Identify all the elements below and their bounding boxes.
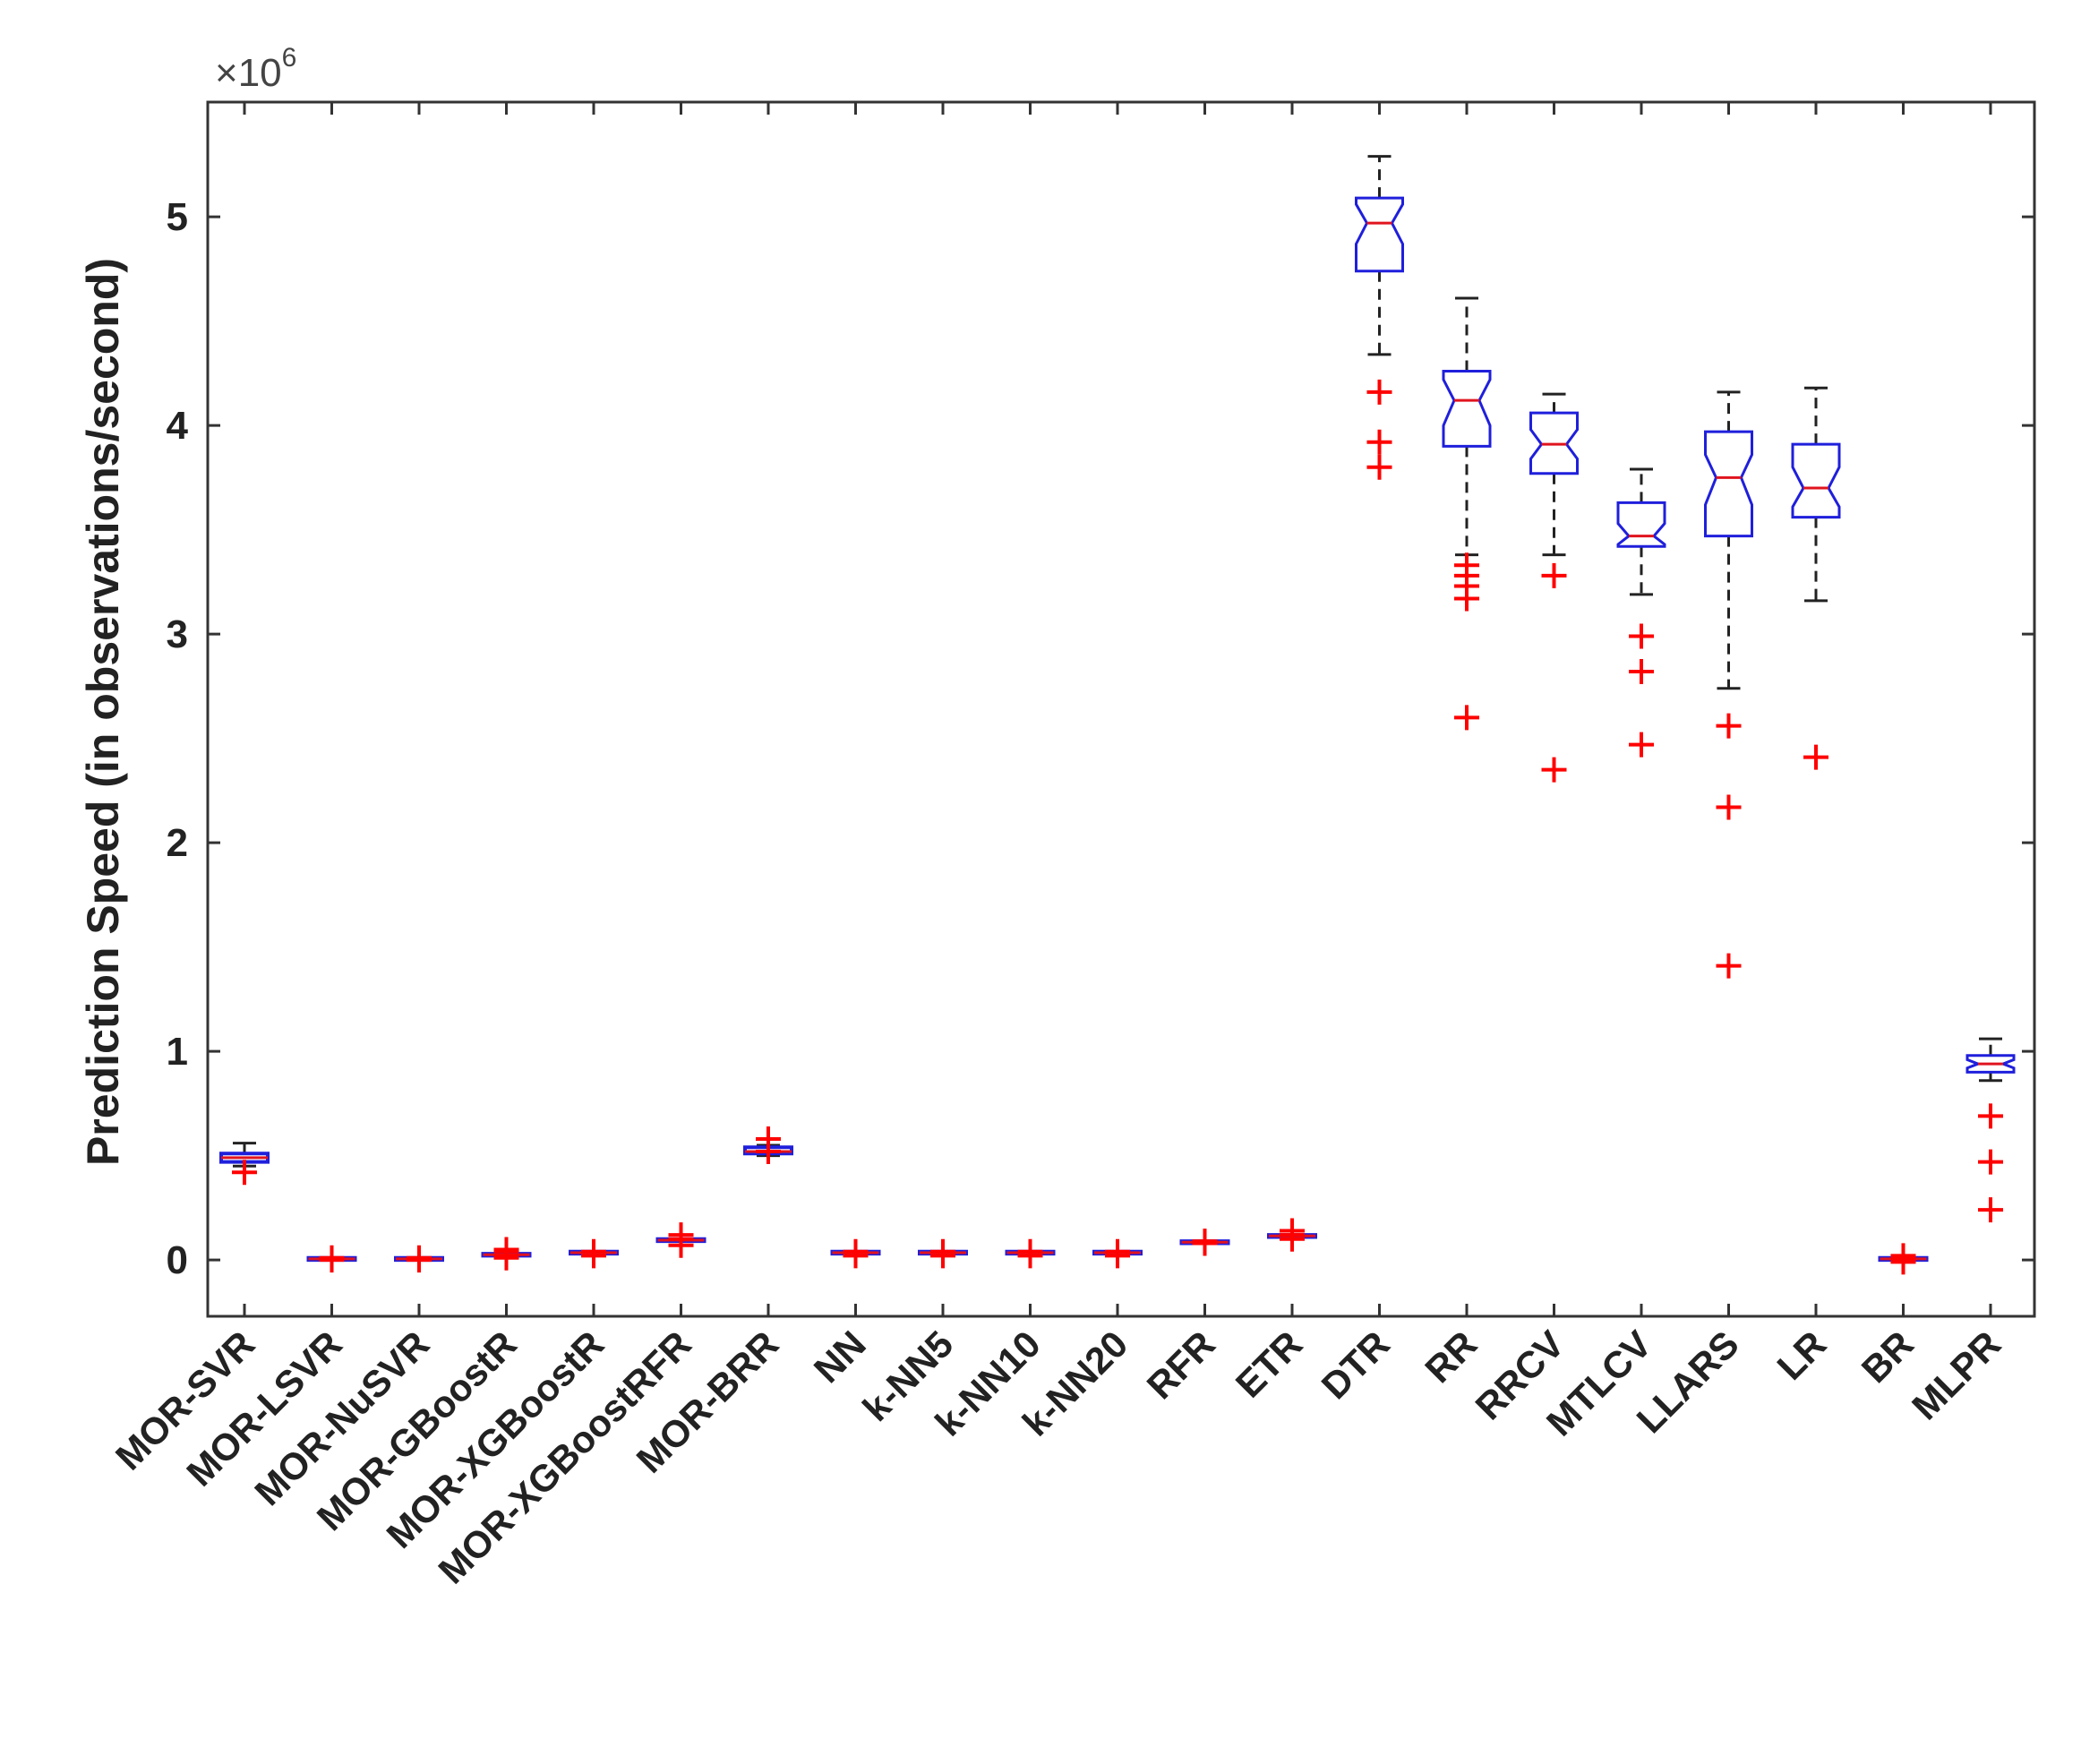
outlier-point	[668, 1222, 694, 1248]
outlier-point	[1541, 757, 1567, 783]
box-group-mtlcv	[1616, 467, 1666, 758]
outlier-point	[1454, 705, 1479, 731]
box-group-k-nn5	[918, 1238, 968, 1269]
outlier-point	[1629, 623, 1654, 649]
box-group-mor-xgboostrfr	[655, 1222, 707, 1258]
outlier-point	[756, 1126, 781, 1152]
outlier-point	[1366, 429, 1392, 455]
outlier-point	[1716, 713, 1742, 739]
box	[219, 1152, 270, 1164]
outlier-point	[1890, 1243, 1916, 1269]
outlier-point	[843, 1238, 869, 1264]
box-group-rr	[1442, 296, 1492, 731]
outlier-point	[407, 1245, 432, 1271]
box-group-mor-lsvr	[306, 1245, 357, 1273]
outlier-point	[1978, 1149, 2003, 1175]
box-group-rrcv	[1529, 392, 1579, 783]
box-group-mor-xgboostr	[569, 1238, 619, 1269]
box	[1965, 1054, 2016, 1074]
outlier-point	[581, 1238, 606, 1264]
outlier-point	[1017, 1238, 1043, 1264]
outlier-point	[319, 1245, 345, 1271]
y-tick-label: 2	[167, 821, 188, 865]
box-group-rfr	[1179, 1229, 1230, 1256]
y-tick-label: 1	[167, 1030, 188, 1074]
plot-area	[208, 102, 2034, 1316]
box-group-llars	[1704, 390, 1753, 979]
outlier-point	[1105, 1238, 1130, 1264]
outlier-point	[1629, 659, 1654, 685]
outlier-point	[232, 1160, 257, 1186]
y-tick-label: 3	[167, 612, 188, 656]
box-group-mor-brr	[743, 1126, 793, 1164]
outlier-point	[930, 1238, 955, 1264]
outlier-point	[1366, 379, 1392, 405]
axes-frame	[206, 100, 2036, 1318]
box-group-mor-svr	[219, 1142, 270, 1186]
box	[1355, 196, 1404, 273]
box	[1704, 430, 1753, 538]
outlier-point	[1978, 1197, 2003, 1223]
outlier-point	[1192, 1229, 1218, 1254]
outlier-point	[1541, 562, 1567, 588]
box	[1791, 442, 1841, 519]
y-multiplier-label: ×106	[215, 43, 296, 95]
y-tick-label: 4	[167, 404, 189, 448]
outlier-point	[1454, 552, 1479, 578]
box-group-mor-gboostr	[481, 1237, 532, 1271]
y-tick-label: 0	[167, 1238, 188, 1282]
box	[1442, 370, 1492, 448]
outlier-point	[1629, 732, 1654, 758]
outlier-point	[1280, 1218, 1305, 1244]
box-group-dtr	[1355, 155, 1404, 480]
outlier-point	[1716, 953, 1742, 979]
box-group-k-nn20	[1092, 1238, 1143, 1269]
y-tick-label: 5	[167, 195, 188, 239]
outlier-point	[1366, 454, 1392, 480]
box	[1616, 501, 1666, 548]
outlier-point	[1803, 744, 1828, 770]
box-group-mlpr	[1965, 1037, 2016, 1223]
outlier-point	[1716, 794, 1742, 820]
box-group-etr	[1267, 1218, 1317, 1252]
box-group-mor-nusvr	[394, 1245, 444, 1273]
outlier-point	[493, 1237, 519, 1263]
y-axis-title: Prediction Speed (in observations/second…	[78, 258, 128, 1166]
box	[1529, 411, 1579, 475]
box-group-k-nn10	[1005, 1238, 1056, 1269]
box-group-lr	[1791, 386, 1841, 770]
outlier-point	[1978, 1103, 2003, 1129]
box-group-nn	[830, 1238, 881, 1269]
box-group-br	[1878, 1243, 1929, 1275]
